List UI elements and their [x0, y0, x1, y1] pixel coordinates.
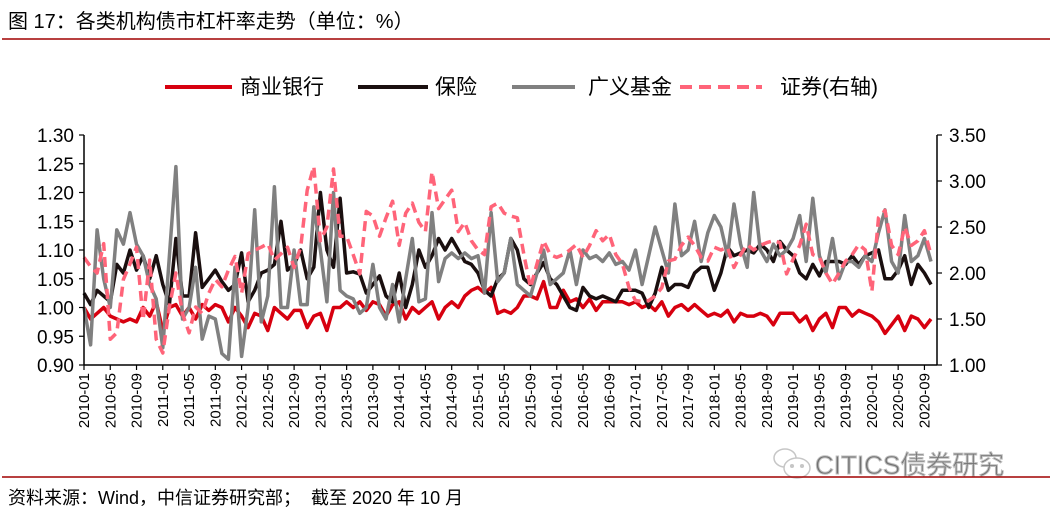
x-axis-tick-label: 2018-01: [706, 373, 723, 428]
x-axis-tick-label: 2011-05: [181, 373, 198, 427]
series-line-1: [82, 279, 933, 336]
x-axis-tick-label: 2013-05: [339, 373, 356, 428]
x-axis-tick-label: 2019-01: [785, 373, 802, 428]
series-line-3: [82, 164, 933, 362]
watermark: CITICS债券研究: [773, 448, 1005, 481]
x-axis-tick-label: 2010-05: [102, 373, 119, 428]
x-axis-tick-label: 2013-01: [312, 373, 329, 428]
x-axis-tick-label: 2013-09: [365, 373, 382, 428]
x-axis-tick-label: 2012-09: [286, 373, 303, 428]
left-axis-tick-label: 1.25: [37, 155, 74, 176]
x-axis-tick-label: 2017-05: [654, 373, 671, 428]
x-axis-tick-label: 2010-09: [129, 373, 146, 428]
x-axis-tick-label: 2020-01: [864, 373, 881, 428]
left-axis-tick-label: 0.90: [37, 356, 74, 377]
axes: 0.90 0.95 1.00 1.05 1.10 1.15 1.20 1.25 1.30 1.00…: [37, 126, 986, 428]
x-axis-tick-label: 2016-09: [601, 373, 618, 428]
left-axis-tick-label: 1.10: [37, 241, 74, 262]
x-axis-tick-label: 2017-09: [680, 373, 697, 428]
x-axis-tick-label: 2019-09: [838, 373, 855, 428]
x-axis-tick-label: 2016-01: [549, 373, 566, 428]
left-axis-tick-label: 1.20: [37, 184, 74, 205]
x-axis-tick-label: 2014-09: [444, 373, 461, 428]
chart-title: 图 17：各类机构债市杠杆率走势（单位：%）: [8, 10, 414, 33]
x-axis-tick-label: 2016-05: [575, 373, 592, 428]
legend-label-3: 广义基金: [588, 76, 672, 99]
x-axis-tick-label: 2014-01: [391, 373, 408, 428]
x-axis-tick-label: 2018-09: [759, 373, 776, 428]
legend-label-1: 商业银行: [240, 76, 324, 99]
x-axis-tick-label: 2018-05: [733, 373, 750, 428]
x-axis-tick-label: 2015-09: [522, 373, 539, 428]
x-axis-tick-label: 2012-05: [260, 373, 277, 428]
right-axis-tick-label: 1.00: [949, 356, 986, 377]
left-axis-tick-label: 0.95: [37, 327, 74, 348]
right-axis-tick-label: 2.50: [949, 218, 986, 239]
x-axis-tick-label: 2011-01: [155, 373, 172, 427]
x-axis-tick-label: 2014-05: [417, 373, 434, 428]
left-axis-tick-label: 1.30: [37, 126, 74, 147]
legend-label-2: 保险: [435, 76, 477, 99]
left-axis-tick-label: 1.05: [37, 270, 74, 291]
right-axis-tick-label: 2.00: [949, 264, 986, 285]
x-axis-tick-label: 2011-09: [207, 373, 224, 427]
x-axis-tick-label: 2015-01: [470, 373, 487, 428]
right-axis-tick-label: 1.50: [949, 310, 986, 331]
wechat-icon: [773, 448, 811, 479]
x-axis-tick-label: 2017-01: [628, 373, 645, 428]
x-axis-tick-label: 2019-05: [811, 373, 828, 428]
watermark-text: CITICS债券研究: [815, 450, 1004, 480]
x-axis-tick-label: 2020-09: [916, 373, 933, 428]
right-axis-tick-label: 3.00: [949, 172, 986, 193]
plot-area: [82, 164, 933, 362]
series-line-4: [82, 164, 933, 355]
legend-label-4: 证券(右轴): [780, 76, 878, 99]
x-axis-tick-label: 2012-01: [234, 373, 251, 428]
x-axis-tick-label: 2020-05: [890, 373, 907, 428]
x-axis-tick-label: 2010-01: [76, 373, 93, 428]
left-axis-tick-label: 1.00: [37, 299, 74, 320]
x-axis-tick-label: 2015-05: [496, 373, 513, 428]
source-note: 资料来源：Wind，中信证券研究部； 截至 2020 年 10 月: [8, 488, 463, 508]
right-axis-tick-label: 3.50: [949, 126, 986, 147]
left-axis-tick-label: 1.15: [37, 212, 74, 233]
legend: 商业银行 保险 广义基金 证券(右轴): [165, 76, 878, 99]
